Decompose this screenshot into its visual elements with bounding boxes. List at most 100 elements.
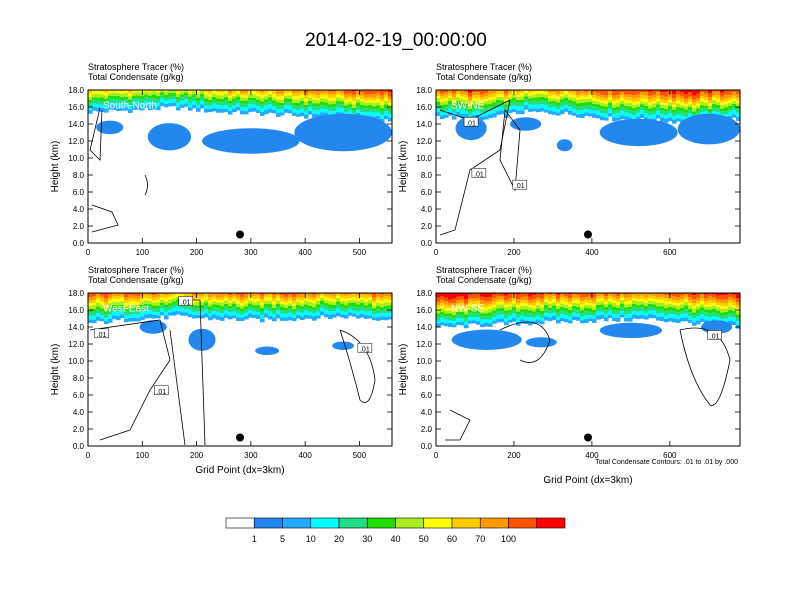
y-tick-label: 8.0 — [421, 171, 433, 180]
panel-frame — [435, 89, 741, 244]
figure-title: 2014-02-19_00:00:00 — [305, 30, 487, 51]
y-tick-label: 12.0 — [68, 340, 84, 349]
panel-label-tracer: Stratosphere Tracer (%) — [88, 265, 184, 275]
x-axis-label-right: Grid Point (dx=3km) — [543, 475, 632, 486]
location-marker — [584, 230, 592, 239]
cloud-blob — [294, 113, 392, 152]
y-tick-label: 2.0 — [73, 222, 85, 231]
tracer-field — [88, 90, 392, 233]
x-tick-label: 600 — [663, 451, 677, 460]
contour-label-text: .01 — [97, 332, 107, 339]
contour-label-box — [357, 343, 373, 353]
contour-label: .01 — [178, 296, 193, 307]
panel-sw-ne: Stratosphere Tracer (%)Total Condensate … — [398, 62, 741, 257]
cloud-blob — [202, 128, 300, 154]
y-tick-label: 18.0 — [416, 86, 432, 95]
y-axis-label: Height (km) — [50, 344, 61, 396]
y-axis-label: Height (km) — [50, 141, 61, 193]
colorbar-swatch — [310, 517, 340, 529]
contour-label-box — [154, 385, 169, 395]
colorbar-label: 30 — [362, 534, 372, 544]
colorbar-swatch — [451, 517, 481, 529]
y-tick-label: 12.0 — [416, 137, 432, 146]
x-tick-label: 0 — [86, 248, 91, 257]
colorbar-label: 60 — [447, 534, 457, 544]
cloud-blob — [556, 139, 573, 152]
x-tick-label: 500 — [353, 248, 367, 257]
location-marker — [584, 433, 592, 442]
y-tick-label: 12.0 — [68, 137, 84, 146]
y-tick-label: 6.0 — [421, 188, 433, 197]
y-tick-label: 0.0 — [421, 442, 433, 451]
x-tick-label: 200 — [190, 451, 204, 460]
y-tick-label: 0.0 — [73, 239, 85, 248]
contour-label-text: .01 — [710, 334, 720, 341]
contour-line — [91, 204, 119, 233]
colorbar-swatch — [395, 517, 425, 529]
y-axis-label: Height (km) — [398, 141, 409, 193]
y-tick-label: 14.0 — [416, 120, 432, 129]
y-tick-label: 4.0 — [73, 408, 85, 417]
x-tick-label: 0 — [434, 248, 439, 257]
panel-name: South-North — [103, 101, 157, 112]
x-tick-label: 400 — [298, 248, 312, 257]
x-axis-label-left: Grid Point (dx=3km) — [195, 465, 284, 476]
cloud-blob — [510, 117, 542, 131]
y-axis-label: Height (km) — [398, 344, 409, 396]
y-tick-label: 10.0 — [416, 357, 432, 366]
x-tick-label: 400 — [585, 248, 599, 257]
contour-label-box — [471, 168, 487, 178]
panel-west-east: Stratosphere Tracer (%)Total Condensate … — [50, 265, 393, 460]
contour-label: .01 — [471, 168, 487, 178]
colorbar-swatch — [423, 517, 453, 529]
x-tick-label: 200 — [507, 451, 521, 460]
contour-line — [679, 327, 731, 406]
y-tick-label: 6.0 — [73, 391, 85, 400]
tracer-field: .01 .01 .01 .01 — [88, 293, 392, 446]
y-tick-label: 14.0 — [416, 323, 432, 332]
y-tick-label: 18.0 — [416, 289, 432, 298]
colorbar-label: 1 — [252, 534, 257, 544]
panel-name: West-East — [103, 304, 149, 315]
panel-label-tracer: Stratosphere Tracer (%) — [436, 62, 532, 72]
y-tick-label: 2.0 — [421, 425, 433, 434]
panel-frame — [87, 292, 393, 447]
contour-line — [499, 321, 551, 363]
panel-label-condensate: Total Condensate (g/kg) — [88, 72, 184, 82]
contour-label-box — [178, 296, 193, 306]
colorbar-swatch — [253, 517, 283, 529]
colorbar-swatch — [338, 517, 368, 529]
contour-label-box — [512, 179, 528, 190]
colorbar-label: 10 — [306, 534, 316, 544]
contour-label: .01 — [707, 330, 722, 341]
cloud-blob — [599, 118, 678, 147]
contour-line — [89, 107, 103, 161]
cloud-blob — [139, 320, 167, 334]
x-tick-label: 200 — [190, 248, 204, 257]
colorbar-swatch — [479, 517, 509, 529]
colorbar-label: 40 — [390, 534, 400, 544]
y-tick-label: 4.0 — [421, 408, 433, 417]
cloud-blob — [599, 322, 663, 339]
contour-label-text: .01 — [181, 300, 191, 307]
x-tick-label: 100 — [136, 451, 150, 460]
contour-label: .01 — [154, 385, 169, 396]
colorbar-label: 100 — [501, 534, 516, 544]
panel-frame — [87, 89, 393, 244]
cloud-blob — [332, 341, 354, 350]
tracer-field: .01 — [436, 293, 740, 441]
panel-name: SW-NE — [451, 101, 484, 112]
y-tick-label: 8.0 — [73, 171, 85, 180]
x-tick-label: 600 — [663, 248, 677, 257]
panel-label-condensate: Total Condensate (g/kg) — [436, 275, 532, 285]
location-marker — [236, 230, 244, 239]
contour-line — [89, 319, 171, 441]
contour-line — [169, 329, 186, 446]
colorbar: 1 5 10 20 30 40 50 60 70 100 — [225, 517, 566, 544]
y-tick-label: 6.0 — [73, 188, 85, 197]
tracer-field: .01 .01 .01 — [436, 90, 740, 236]
panel-label-condensate: Total Condensate (g/kg) — [88, 275, 184, 285]
y-tick-label: 18.0 — [68, 86, 84, 95]
y-tick-label: 16.0 — [68, 103, 84, 112]
